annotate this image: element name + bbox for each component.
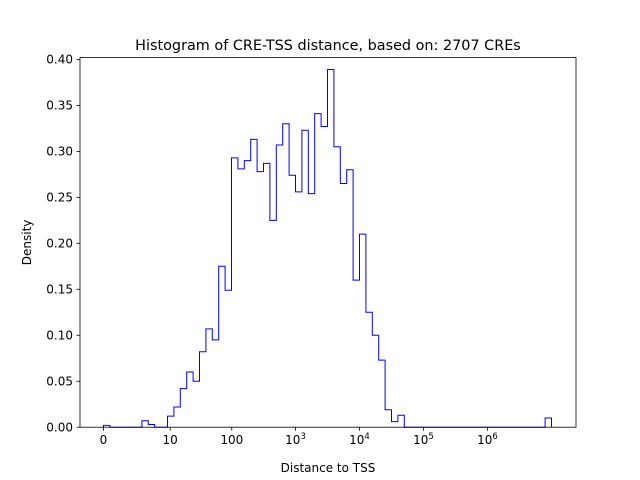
x-tick-label: 0 <box>100 433 108 447</box>
x-tick-label: 100 <box>220 433 243 447</box>
axes-frame <box>79 57 577 428</box>
x-tick-label: 106 <box>477 432 498 447</box>
x-tick-label: 104 <box>349 432 370 447</box>
y-tick-label: 0.40 <box>46 53 73 67</box>
y-axis-ticks: 0.00 0.05 0.10 0.15 0.20 0.25 0.30 0.35 0.40 <box>46 53 80 435</box>
x-axis-ticks: 0 10 100 103 104 105 106 <box>100 427 498 447</box>
y-tick-label: 0.25 <box>46 191 73 205</box>
x-tick-label: 105 <box>413 432 434 447</box>
y-axis-label: Density <box>20 220 34 266</box>
plot-area: 0 10 100 103 104 105 106 0.000.050.100.150.200… <box>46 53 577 447</box>
x-tick-label: 10 <box>163 433 178 447</box>
x-axis-label: Distance to TSS <box>281 461 376 475</box>
y-tick-label: 0.20 <box>46 237 73 251</box>
x-tick-label: 103 <box>285 432 306 447</box>
y-tick-label: 0.15 <box>46 283 73 297</box>
y-tick-label: 0.35 <box>46 99 73 113</box>
y-tick-label: 0.10 <box>46 329 73 343</box>
chart-title: Histogram of CRE-TSS distance, based on:… <box>135 38 521 54</box>
y-tick-label: 0.05 <box>46 375 73 389</box>
y-tick-label: 0.00 <box>46 421 73 435</box>
y-tick-label: 0.30 <box>46 145 73 159</box>
